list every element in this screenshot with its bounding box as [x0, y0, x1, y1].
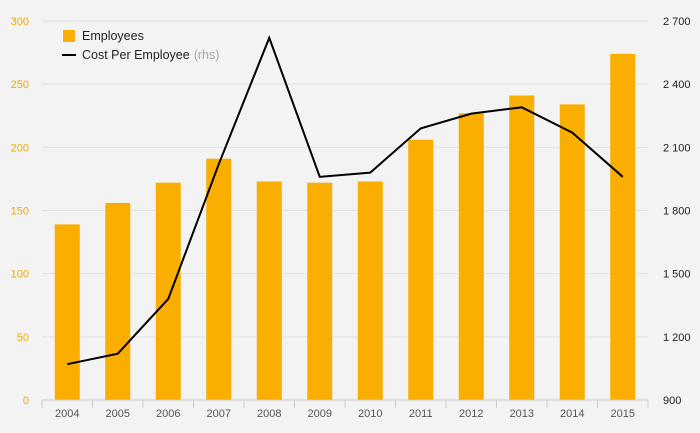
bar-employees-2010	[357, 181, 383, 400]
y-left-tick-label-0: 0	[23, 395, 29, 407]
y-left-tick-label-250: 250	[11, 79, 29, 91]
y-right-tick-label-2400: 2 400	[663, 79, 691, 91]
bar-employees-2004	[54, 224, 80, 400]
x-tick-label-2008: 2008	[257, 408, 281, 420]
y-left-tick-label-50: 50	[17, 332, 29, 344]
x-axis: 2004 2005 2006 2007 2008 2009 2010 2011 2012 2013…	[41, 399, 649, 420]
left-y-axis: 0 50 100 150 200 250 300	[11, 16, 29, 407]
y-right-tick-label-2100: 2 100	[663, 142, 691, 154]
x-tick-label-2006: 2006	[156, 408, 180, 420]
bar-employees-2008	[256, 181, 282, 400]
y-left-tick-label-100: 100	[11, 269, 29, 281]
y-left-tick-label-150: 150	[11, 206, 29, 218]
y-right-tick-label-1800: 1 800	[663, 206, 691, 218]
y-right-tick-label-1500: 1 500	[663, 269, 691, 281]
legend: Employees Cost Per Employee (rhs)	[62, 29, 219, 62]
y-right-tick-label-1200: 1 200	[663, 332, 691, 344]
line-cost-per-employee	[67, 35, 624, 366]
x-tick-label-2005: 2005	[106, 408, 130, 420]
bar-employees-2005	[105, 202, 131, 400]
legend-cost-name: Cost Per Employee	[82, 48, 190, 62]
legend-cost-suffix: (rhs)	[194, 48, 220, 62]
cost-per-employee-line	[67, 35, 624, 366]
x-tick-label-2015: 2015	[611, 408, 635, 420]
x-tick-label-2007: 2007	[207, 408, 231, 420]
x-tick-label-2009: 2009	[308, 408, 332, 420]
right-y-axis: 900 1 200 1 500 1 800 2 100 2 400 2 700	[663, 16, 691, 407]
employees-bars	[54, 53, 636, 401]
bar-employees-2007	[206, 158, 232, 400]
gridlines	[42, 20, 648, 338]
y-left-tick-label-200: 200	[11, 142, 29, 154]
legend-cost-label: Cost Per Employee (rhs)	[82, 48, 219, 62]
bar-employees-2014	[559, 104, 585, 400]
x-tick-label-2012: 2012	[459, 408, 483, 420]
bar-employees-2012	[458, 113, 484, 401]
y-left-tick-label-300: 300	[11, 16, 29, 28]
y-right-tick-label-900: 900	[663, 395, 681, 407]
x-tick-label-2013: 2013	[510, 408, 534, 420]
bar-employees-2009	[307, 182, 333, 400]
legend-employees-label: Employees	[82, 29, 144, 43]
bar-employees-2006	[155, 182, 181, 400]
bar-employees-2011	[408, 139, 434, 400]
legend-employees-swatch	[63, 30, 75, 42]
x-tick-label-2010: 2010	[358, 408, 382, 420]
x-tick-label-2011: 2011	[409, 408, 433, 420]
bar-employees-2015	[610, 53, 636, 400]
bar-employees-2013	[509, 95, 535, 400]
y-right-tick-label-2700: 2 700	[663, 16, 691, 28]
x-tick-label-2014: 2014	[560, 408, 584, 420]
x-tick-label-2004: 2004	[55, 408, 79, 420]
